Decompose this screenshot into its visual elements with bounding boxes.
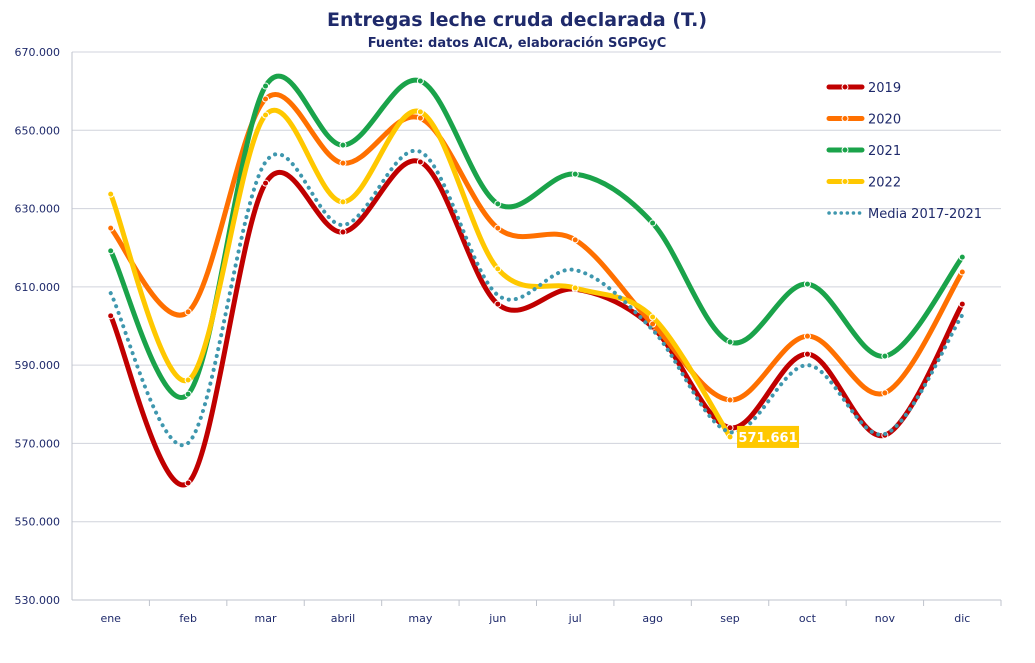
data-point [649, 320, 657, 328]
data-point [339, 228, 347, 236]
data-point [107, 247, 115, 255]
legend-label: 2021 [868, 144, 901, 159]
data-point [958, 268, 966, 276]
data-point [726, 396, 734, 404]
data-point [494, 200, 502, 208]
data-point [416, 108, 424, 116]
data-point [184, 308, 192, 316]
y-tick-label: 530.000 [15, 594, 61, 607]
data-point [881, 389, 889, 397]
data-point [726, 433, 734, 441]
data-point [107, 312, 115, 320]
data-point [262, 179, 270, 187]
data-point [184, 479, 192, 487]
data-point [803, 332, 811, 340]
data-point [958, 300, 966, 308]
x-tick-label: ene [100, 612, 121, 625]
data-point [416, 77, 424, 85]
data-point [262, 111, 270, 119]
series-line-2022 [108, 108, 733, 440]
data-label: 571.661 [738, 431, 797, 446]
x-tick-label: dic [954, 612, 970, 625]
x-tick-label: jul [568, 612, 582, 625]
data-point [339, 141, 347, 149]
y-tick-label: 650.000 [15, 124, 61, 137]
data-point [107, 224, 115, 232]
data-point [107, 190, 115, 198]
series-line-2020 [108, 92, 965, 403]
data-point [958, 253, 966, 261]
data-label-box [737, 425, 800, 448]
x-tick-label: ago [642, 612, 663, 625]
legend-marker [841, 115, 849, 122]
chart-title: Entregas leche cruda declarada (T.) [327, 9, 707, 31]
y-tick-label: 550.000 [15, 516, 61, 529]
data-point [262, 82, 270, 90]
legend-label: 2020 [868, 113, 901, 128]
data-point [494, 300, 502, 308]
x-tick-label: oct [799, 612, 817, 625]
data-point [881, 352, 889, 360]
data-point [494, 265, 502, 273]
x-tick-label: feb [179, 612, 197, 625]
y-tick-label: 670.000 [15, 46, 61, 59]
legend-marker [841, 146, 849, 154]
y-tick-label: 610.000 [15, 281, 61, 294]
data-point [339, 198, 347, 206]
data-point [416, 158, 424, 166]
legend-label: Media 2017-2021 [868, 207, 982, 222]
data-point [803, 280, 811, 288]
data-point [571, 236, 579, 244]
data-point [649, 219, 657, 227]
data-point [184, 390, 192, 398]
x-tick-label: may [408, 612, 432, 625]
x-tick-label: sep [720, 612, 739, 625]
chart-subtitle: Fuente: datos AICA, elaboración SGPGyC [368, 36, 667, 51]
x-tick-label: jun [488, 612, 506, 625]
y-tick-label: 570.000 [15, 437, 61, 450]
x-tick-label: abril [331, 612, 355, 625]
y-tick-label: 590.000 [15, 359, 61, 372]
data-point [262, 95, 270, 103]
legend-label: 2019 [868, 81, 901, 96]
x-tick-label: nov [875, 612, 896, 625]
data-point [649, 313, 657, 321]
data-point [726, 338, 734, 346]
data-point [339, 159, 347, 167]
legend-marker [841, 178, 849, 185]
data-point [571, 170, 579, 178]
data-point [494, 224, 502, 232]
x-tick-label: mar [255, 612, 277, 625]
data-point [571, 284, 579, 292]
data-point [184, 376, 192, 384]
data-point [803, 350, 811, 358]
legend-marker [841, 83, 849, 91]
series-line-media-2017-2021 [108, 148, 965, 448]
y-tick-label: 630.000 [15, 203, 61, 216]
legend-label: 2022 [868, 176, 901, 191]
